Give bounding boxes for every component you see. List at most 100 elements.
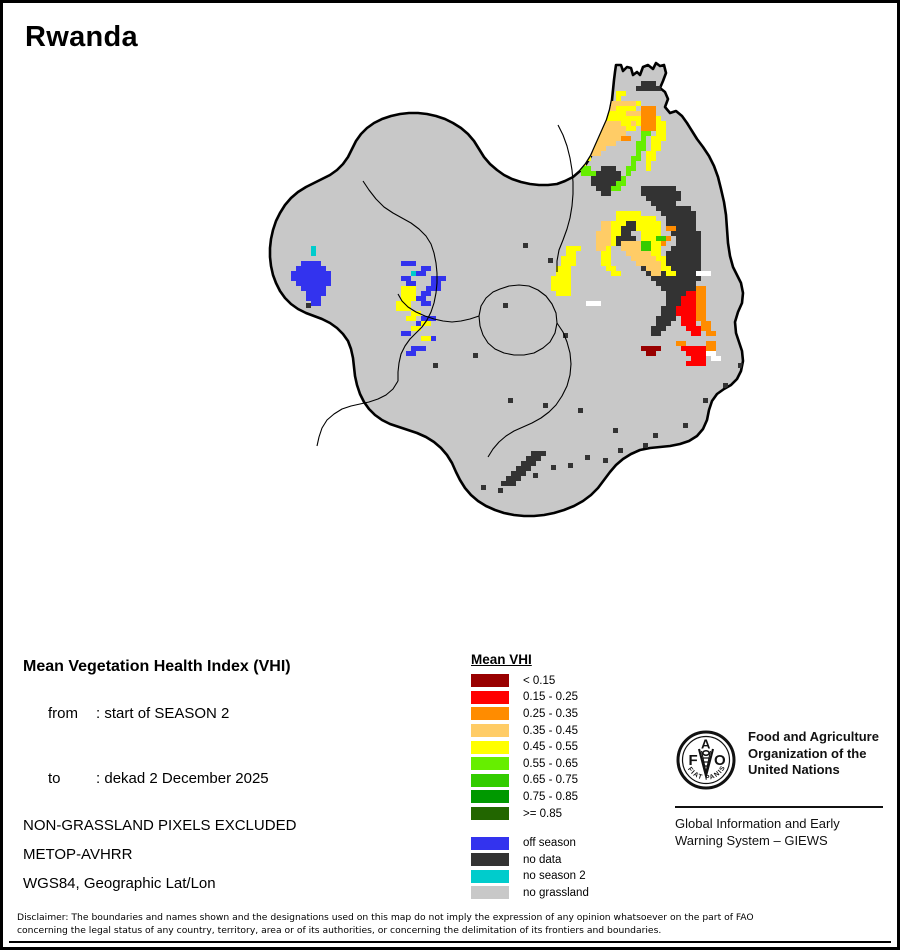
vhi-pixel bbox=[661, 271, 666, 276]
vhi-pixel bbox=[596, 151, 601, 156]
vhi-pixel bbox=[661, 196, 666, 201]
vhi-pixel bbox=[656, 276, 661, 281]
vhi-pixel bbox=[656, 196, 661, 201]
vhi-pixel bbox=[656, 201, 661, 206]
vhi-pixel bbox=[606, 171, 611, 176]
vhi-pixel bbox=[506, 481, 511, 486]
vhi-pixel bbox=[401, 286, 406, 291]
svg-text:F: F bbox=[689, 752, 698, 769]
vhi-pixel bbox=[611, 166, 616, 171]
legend-class-swatch bbox=[471, 690, 509, 704]
vhi-pixel bbox=[631, 236, 636, 241]
vhi-pixel bbox=[651, 106, 656, 111]
vhi-pixel bbox=[301, 266, 306, 271]
vhi-pixel bbox=[701, 286, 706, 291]
vhi-pixel bbox=[616, 126, 621, 131]
legend-class-list: < 0.15 0.15 - 0.25 0.25 - 0.35 0.35 - 0.45 0… bbox=[471, 673, 651, 822]
vhi-pixel bbox=[686, 351, 691, 356]
vhi-pixel bbox=[601, 191, 606, 196]
vhi-pixel bbox=[431, 336, 436, 341]
vhi-pixel bbox=[621, 216, 626, 221]
vhi-pixel bbox=[646, 221, 651, 226]
vhi-pixel bbox=[671, 251, 676, 256]
legend-class-label: 0.55 - 0.65 bbox=[523, 757, 578, 770]
vhi-pixel bbox=[543, 403, 548, 408]
vhi-pixel bbox=[631, 256, 636, 261]
legend-class-label: 0.25 - 0.35 bbox=[523, 707, 578, 720]
vhi-pixel bbox=[596, 301, 601, 306]
vhi-pixel bbox=[651, 261, 656, 266]
vhi-pixel bbox=[626, 241, 631, 246]
vhi-pixel bbox=[711, 356, 716, 361]
vhi-pixel bbox=[656, 251, 661, 256]
vhi-pixel bbox=[666, 216, 671, 221]
vhi-pixel bbox=[691, 321, 696, 326]
vhi-pixel bbox=[636, 156, 641, 161]
legend-special-label: no grassland bbox=[523, 886, 589, 899]
vhi-pixel bbox=[421, 296, 426, 301]
vhi-pixel bbox=[611, 236, 616, 241]
vhi-pixel bbox=[706, 351, 711, 356]
vhi-pixel bbox=[626, 221, 631, 226]
vhi-pixel bbox=[626, 236, 631, 241]
vhi-pixel bbox=[676, 221, 681, 226]
fao-org-line-1: Food and Agriculture bbox=[748, 729, 879, 744]
vhi-pixel bbox=[606, 266, 611, 271]
vhi-pixel bbox=[676, 271, 681, 276]
vhi-pixel bbox=[641, 136, 646, 141]
vhi-pixel bbox=[701, 296, 706, 301]
vhi-pixel bbox=[666, 211, 671, 216]
vhi-pixel bbox=[636, 261, 641, 266]
vhi-pixel bbox=[651, 251, 656, 256]
vhi-pixel bbox=[681, 211, 686, 216]
vhi-pixel bbox=[601, 176, 606, 181]
vhi-pixel bbox=[666, 206, 671, 211]
vhi-pixel bbox=[686, 226, 691, 231]
vhi-pixel bbox=[641, 121, 646, 126]
vhi-pixel bbox=[691, 266, 696, 271]
vhi-pixel bbox=[611, 231, 616, 236]
vhi-pixel bbox=[421, 316, 426, 321]
vhi-pixel bbox=[296, 271, 301, 276]
vhi-pixel bbox=[306, 266, 311, 271]
vhi-pixel bbox=[321, 266, 326, 271]
vhi-pixel bbox=[626, 116, 631, 121]
vhi-pixel bbox=[301, 286, 306, 291]
vhi-pixel bbox=[306, 261, 311, 266]
vhi-pixel bbox=[611, 186, 616, 191]
vhi-pixel bbox=[671, 271, 676, 276]
vhi-pixel bbox=[401, 296, 406, 301]
vhi-pixel bbox=[696, 251, 701, 256]
vhi-pixel bbox=[626, 106, 631, 111]
vhi-pixel bbox=[656, 206, 661, 211]
vhi-pixel bbox=[681, 291, 686, 296]
vhi-pixel bbox=[681, 346, 686, 351]
vhi-pixel bbox=[411, 351, 416, 356]
vhi-pixel bbox=[621, 126, 626, 131]
vhi-pixel bbox=[611, 176, 616, 181]
vhi-pixel bbox=[616, 226, 621, 231]
vhi-pixel bbox=[606, 116, 611, 121]
vhi-pixel bbox=[691, 361, 696, 366]
vhi-pixel bbox=[646, 166, 651, 171]
vhi-pixel bbox=[701, 306, 706, 311]
vhi-pixel bbox=[656, 131, 661, 136]
vhi-pixel bbox=[601, 261, 606, 266]
map-legend: Mean VHI < 0.15 0.15 - 0.25 0.25 - 0.35 0.3… bbox=[471, 653, 651, 901]
vhi-pixel bbox=[523, 243, 528, 248]
vhi-pixel bbox=[636, 151, 641, 156]
vhi-pixel bbox=[636, 141, 641, 146]
vhi-pixel bbox=[566, 291, 571, 296]
vhi-pixel bbox=[656, 141, 661, 146]
vhi-pixel bbox=[696, 311, 701, 316]
vhi-pixel bbox=[656, 246, 661, 251]
vhi-pixel bbox=[511, 476, 516, 481]
vhi-pixel bbox=[676, 191, 681, 196]
legend-class-swatch bbox=[471, 707, 509, 721]
vhi-pixel bbox=[671, 306, 676, 311]
vhi-pixel bbox=[651, 231, 656, 236]
map-canvas[interactable] bbox=[3, 53, 897, 633]
vhi-pixel bbox=[311, 266, 316, 271]
vhi-pixel bbox=[686, 231, 691, 236]
vhi-pixel bbox=[646, 216, 651, 221]
